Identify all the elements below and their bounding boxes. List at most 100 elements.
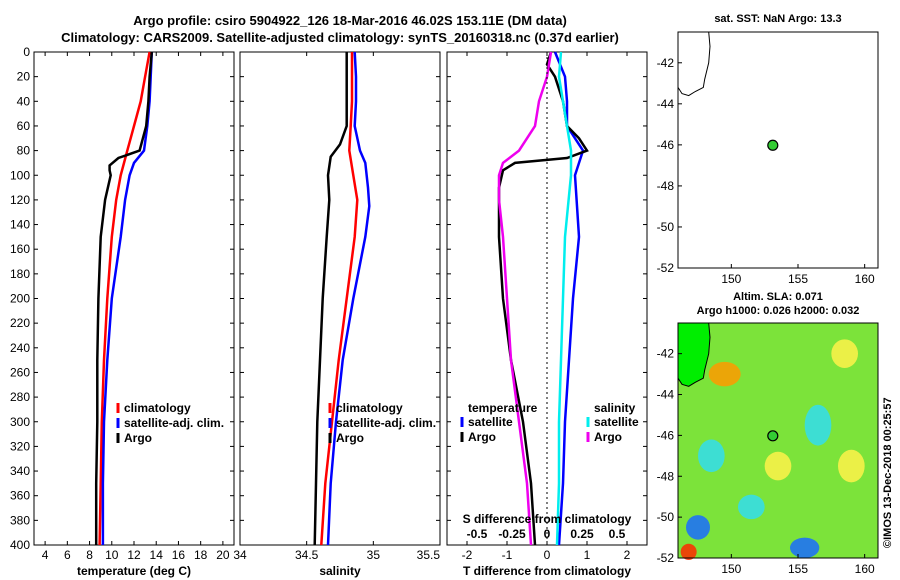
y-tick-label: 20 xyxy=(17,70,31,84)
x-tick-label: 155 xyxy=(788,272,808,286)
map-subtitle: Argo h1000: 0.026 h2000: 0.032 xyxy=(697,305,860,317)
x-tick-label: 12 xyxy=(127,548,141,562)
y-tick-label: 180 xyxy=(10,267,30,281)
legend-label: climatology xyxy=(336,401,403,415)
y-tick-label: -44 xyxy=(657,388,675,402)
y-tick-label: -46 xyxy=(657,138,675,152)
y-tick-label: 40 xyxy=(17,94,31,108)
panel-sal: 34 34.5 35 35.5 salinity xyxy=(233,51,441,578)
x-tick-label: 18 xyxy=(194,548,208,562)
s-tick-label: 0 xyxy=(544,527,551,541)
x-tick-label: 0 xyxy=(544,548,551,562)
y-tick-label: 140 xyxy=(10,218,30,232)
y-tick-label: 80 xyxy=(17,144,31,158)
panel-temp-frame xyxy=(33,51,235,546)
y-tick-label: 240 xyxy=(10,341,30,355)
x-tick-label: 150 xyxy=(721,272,741,286)
y-tick-label: -52 xyxy=(657,261,675,275)
x-axis-label: salinity xyxy=(319,564,361,578)
series-line xyxy=(555,51,573,546)
x-tick-label: 160 xyxy=(855,562,875,576)
y-tick-label: 360 xyxy=(10,489,30,503)
y-tick-label: 400 xyxy=(10,538,30,552)
series-line xyxy=(326,51,371,546)
y-tick-label: 120 xyxy=(10,193,30,207)
s-tick-label: 0.25 xyxy=(570,527,594,541)
sla-blob xyxy=(708,361,741,387)
y-tick-label: 220 xyxy=(10,316,30,330)
legend-label: Argo xyxy=(468,430,496,444)
x-tick-label: 155 xyxy=(788,562,808,576)
map-frame xyxy=(677,322,879,559)
legend-label: Argo xyxy=(594,430,622,444)
sla-blob xyxy=(738,494,765,520)
s-tick-label: -0.5 xyxy=(467,527,488,541)
x-tick-label: 8 xyxy=(86,548,93,562)
x-tick-label: 35 xyxy=(367,548,381,562)
x-tick-label: 160 xyxy=(855,272,875,286)
y-tick-label: -52 xyxy=(657,551,675,565)
legend-label: climatology xyxy=(124,401,191,415)
x-tick-label: 1 xyxy=(584,548,591,562)
map-title: Altim. SLA: 0.071 xyxy=(733,291,823,303)
x-tick-label: -1 xyxy=(502,548,513,562)
panel-sal-frame xyxy=(239,51,441,546)
x-tick-label: 34 xyxy=(233,548,247,562)
y-tick-label: 280 xyxy=(10,390,30,404)
land-tasmania xyxy=(677,322,711,387)
y-tick-label: -42 xyxy=(657,56,675,70)
panel-map_sst: 150 155 160 -42 -44 -46 -48 -50 -52 sat. SST: NaN… xyxy=(657,13,879,286)
argo-location-marker xyxy=(767,430,779,442)
series-line xyxy=(553,51,585,546)
y-tick-label: -50 xyxy=(657,220,675,234)
y-tick-label: -42 xyxy=(657,347,675,361)
panel-map_sla: 150 155 160 -42 -44 -46 -48 -50 -52 Altim. SLA: 0… xyxy=(657,291,879,576)
sla-blob xyxy=(804,404,832,446)
x-tick-label: 16 xyxy=(172,548,186,562)
sla-blob xyxy=(838,449,865,483)
x-axis-label: temperature (deg C) xyxy=(77,564,191,578)
legend-label: satellite-adj. clim. xyxy=(336,416,436,430)
sla-blob xyxy=(680,543,697,561)
legend-label: satellite-adj. clim. xyxy=(124,416,224,430)
x-tick-label: 20 xyxy=(216,548,230,562)
y-tick-label: -50 xyxy=(657,510,675,524)
s-tick-label: 0.5 xyxy=(609,527,626,541)
sla-blob xyxy=(831,339,859,368)
sla-blob xyxy=(686,515,710,540)
sla-blob xyxy=(698,439,725,473)
y-tick-label: -46 xyxy=(657,428,675,442)
x-axis-label: T difference from climatology xyxy=(463,564,631,578)
land-tasmania xyxy=(677,31,711,97)
y-tick-label: 100 xyxy=(10,168,30,182)
y-tick-label: 60 xyxy=(17,119,31,133)
legend-title-temperature: temperature xyxy=(468,401,538,415)
map-title: sat. SST: NaN Argo: 13.3 xyxy=(714,13,841,25)
x-tick-label: 6 xyxy=(64,548,71,562)
x-tick-label: 14 xyxy=(150,548,164,562)
series-line xyxy=(320,52,359,546)
imos-watermark: ©IMOS 13-Dec-2018 00:25:57 xyxy=(882,397,894,548)
x-tick-label: 34.5 xyxy=(295,548,319,562)
series-line xyxy=(497,51,553,546)
legend-title-salinity: salinity xyxy=(594,401,636,415)
x-tick-label: 10 xyxy=(105,548,119,562)
y-tick-label: -48 xyxy=(657,469,675,483)
figure-title-line1: Argo profile: csiro 5904922_126 18-Mar-2… xyxy=(133,13,567,28)
x-tick-label: -2 xyxy=(462,548,473,562)
sla-blob xyxy=(790,537,820,558)
argo-location-marker xyxy=(767,139,779,151)
panel-diff: -2 -1 0 1 2 -0.5 -0.25 0 0.25 0.5S difference fro… xyxy=(446,51,648,578)
panel-temp: 0 20 40 60 80 100 120 140 160 180 200 220 240 260 280 3… xyxy=(10,45,235,578)
sla-blob xyxy=(764,451,792,481)
y-tick-label: 0 xyxy=(23,45,30,59)
series-line xyxy=(98,51,151,546)
y-tick-label: 160 xyxy=(10,242,30,256)
x-tick-label: 35.5 xyxy=(417,548,441,562)
legend-label: Argo xyxy=(124,431,152,445)
series-line xyxy=(94,51,154,545)
legend-label: satellite xyxy=(594,415,639,429)
series-line xyxy=(497,51,589,546)
y-tick-label: 340 xyxy=(10,464,30,478)
